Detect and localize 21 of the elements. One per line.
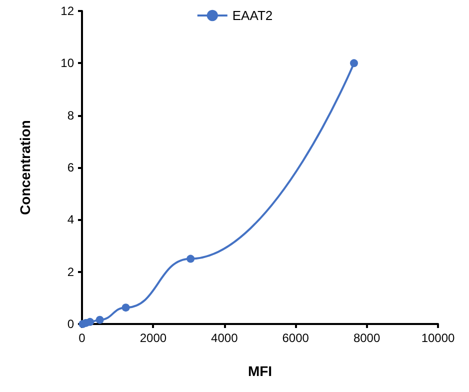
x-tick-label: 6000 [282, 331, 310, 345]
point [96, 316, 104, 324]
y-tick-label: 10 [60, 56, 74, 70]
legend-label: EAAT2 [232, 8, 273, 23]
y-tick-label: 4 [67, 212, 74, 227]
x-tick-label: 0 [78, 331, 86, 345]
point [122, 304, 130, 312]
x-axis-title: MFI [248, 363, 272, 379]
x-tick-label: 4000 [211, 331, 238, 345]
x-tick-label: 10000 [421, 331, 456, 345]
x-tick-label: 2000 [140, 331, 167, 345]
y-tick-label: 0 [67, 317, 74, 331]
y-tick-label: 6 [67, 160, 74, 174]
point [186, 254, 195, 263]
y-tick-label: 12 [60, 4, 74, 18]
y-axis-title: Concentration [17, 120, 33, 215]
y-tick-label: 8 [67, 108, 74, 122]
x-tick-label: 8000 [353, 331, 380, 345]
y-tick-label: 2 [67, 264, 74, 279]
point [86, 318, 94, 326]
point [350, 59, 358, 68]
